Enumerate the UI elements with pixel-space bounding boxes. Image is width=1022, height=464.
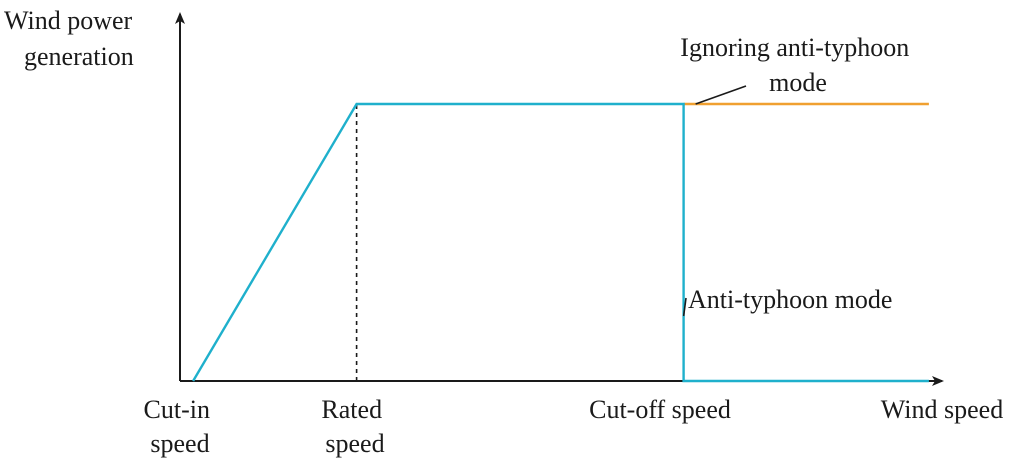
annotation-layer [682,85,747,317]
y-axis-label: Wind power generation [4,6,139,71]
annotation-anti-typhoon: Anti-typhoon mode [688,285,892,314]
y-axis-label-line-1: Wind power [4,6,133,35]
leader-anti-typhoon [682,297,687,317]
annotation-ignoring-line-2: mode [769,68,827,97]
annotation-ignoring-anti-typhoon: Ignoring anti-typhoon mode [680,33,915,97]
tick-label-cut-in-line-1: Cut-in [144,395,210,424]
annotation-anti-typhoon-line-1: Anti-typhoon mode [688,285,892,314]
leader-ignoring-anti-typhoon [695,85,747,105]
x-axis-label: Wind speed [881,395,1003,424]
series-layer [192,102,929,383]
tick-label-cut-off-line-1: Cut-off speed [589,395,731,424]
tick-label-cut-in-line-2: speed [150,429,209,458]
tick-label-rated-line-1: Rated [321,395,382,424]
tick-label-cut-in: Cut-in speed [144,395,217,458]
tick-label-rated-line-2: speed [325,429,384,458]
tick-label-cut-off: Cut-off speed [589,395,731,424]
annotation-ignoring-line-1: Ignoring anti-typhoon [680,33,909,62]
y-axis-label-line-2: generation [24,42,134,71]
tick-label-rated: Rated speed [321,395,388,458]
series-line-anti-typhoon-mode [192,102,929,383]
